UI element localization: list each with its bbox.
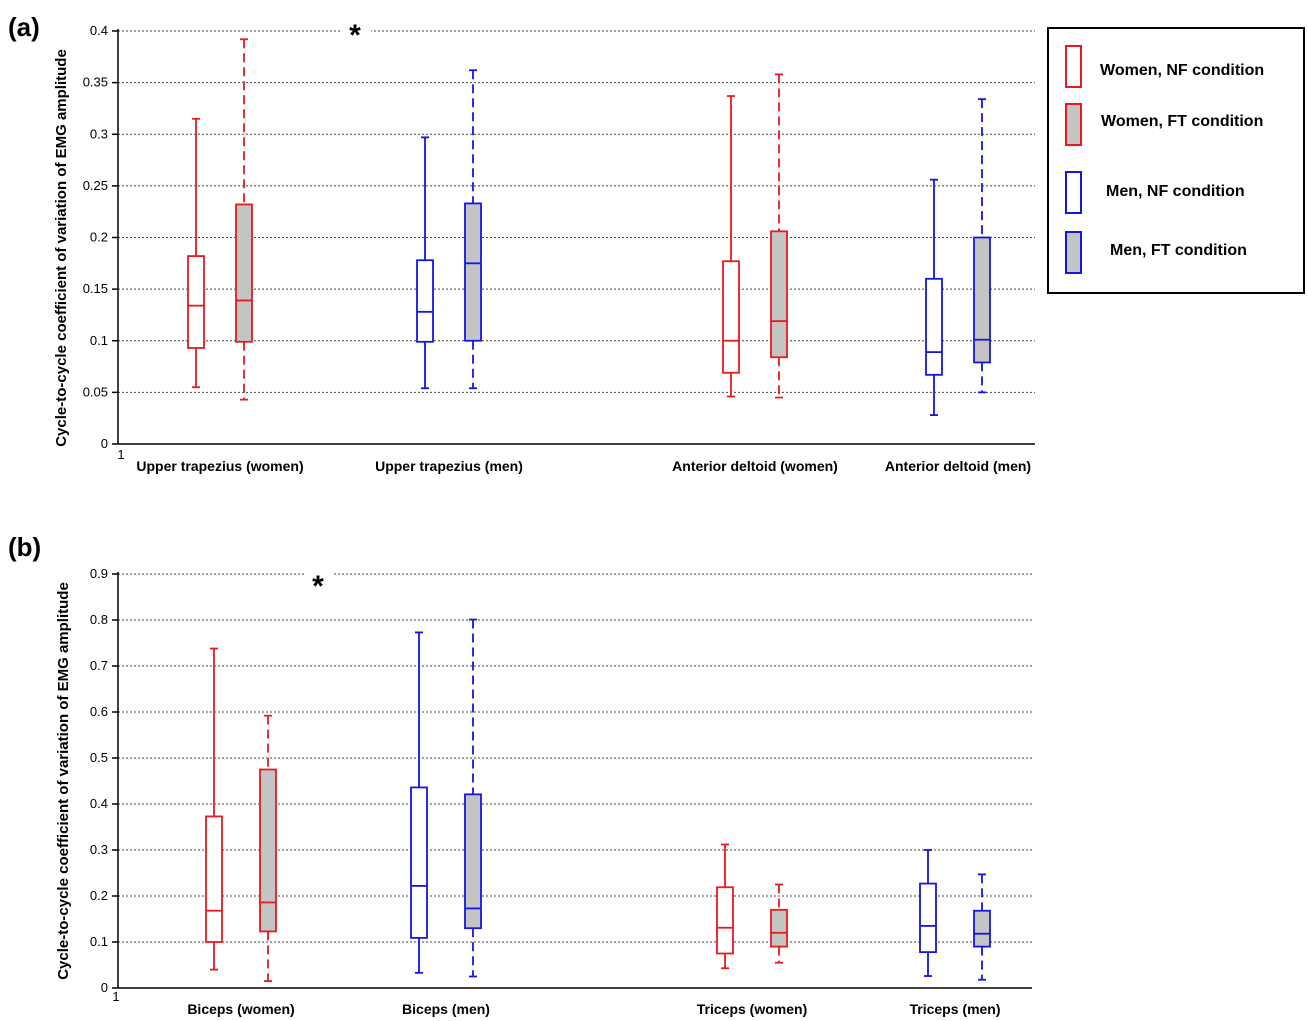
box-iqr <box>973 236 991 364</box>
legend: Women, NF condition Women, FT condition Me… <box>1047 27 1305 294</box>
category-label: Anterior deltoid (men) <box>885 458 1031 474</box>
box-iqr <box>770 908 788 948</box>
y-tick-label: 0.1 <box>90 934 108 949</box>
category-label: Biceps (women) <box>187 1001 294 1017</box>
annotation-mask <box>341 23 371 39</box>
legend-swatch <box>1065 45 1082 88</box>
y-tick-label: 0.2 <box>90 230 108 245</box>
panel-label: (b) <box>8 532 41 562</box>
category-label: Upper trapezius (men) <box>375 458 523 474</box>
y-tick-label: 0.7 <box>90 658 108 673</box>
box-nf <box>919 849 937 977</box>
box-iqr <box>464 793 482 930</box>
box-iqr <box>187 255 205 349</box>
legend-frame <box>1047 27 1305 294</box>
y-tick-label: 0.1 <box>90 333 108 348</box>
box-iqr <box>464 202 482 342</box>
y-tick-label: 0.9 <box>90 566 108 581</box>
y-tick-label: 0.4 <box>90 23 108 38</box>
category-label: Anterior deltoid (women) <box>672 458 838 474</box>
box-nf <box>410 631 428 974</box>
box-iqr <box>235 203 253 343</box>
box-nf <box>716 843 734 970</box>
y-tick-label: 0.2 <box>90 888 108 903</box>
category-label: Biceps (men) <box>402 1001 490 1017</box>
y-axis-label: Cycle-to-cycle coefficient of variation … <box>55 582 72 980</box>
significance-star: * <box>312 570 324 603</box>
y-tick-label: 0.6 <box>90 704 108 719</box>
legend-swatch <box>1065 231 1082 274</box>
y-tick-label: 0.8 <box>90 612 108 627</box>
box-ft <box>259 714 277 982</box>
box-ft <box>770 73 788 399</box>
box-iqr <box>410 786 428 939</box>
box-ft <box>973 873 991 981</box>
box-nf <box>925 178 943 416</box>
box-iqr <box>205 815 223 943</box>
box-nf <box>416 136 434 390</box>
box-nf <box>187 117 205 389</box>
box-iqr <box>716 886 734 955</box>
box-iqr <box>925 277 943 376</box>
annotation-mask <box>304 566 334 582</box>
box-iqr <box>259 768 277 933</box>
y-tick-label: 0.4 <box>90 796 108 811</box>
box-iqr <box>770 230 788 359</box>
box-ft <box>770 883 788 964</box>
box-iqr <box>973 909 991 948</box>
y-tick-label: 0.05 <box>83 384 108 399</box>
legend-swatch <box>1065 103 1082 146</box>
y-tick-label: 0 <box>101 980 108 995</box>
x-origin-label: 1 <box>112 989 119 1004</box>
panel-a: (a) 0 0.05 0.1 0.15 0.2 0.25 0.3 0.35 0.4 * 1 Cycle-… <box>8 12 1035 474</box>
y-tick-label: 0 <box>101 436 108 451</box>
legend-swatch <box>1065 171 1082 214</box>
category-label: Upper trapezius (women) <box>136 458 303 474</box>
box-nf <box>205 647 223 971</box>
legend-label: Men, NF condition <box>1106 183 1245 200</box>
legend-label: Men, FT condition <box>1110 242 1247 259</box>
y-tick-label: 0.25 <box>83 178 108 193</box>
box-ft <box>464 618 482 978</box>
legend-label: Women, NF condition <box>1100 62 1264 79</box>
x-origin-label: 1 <box>117 447 124 462</box>
box-ft <box>464 69 482 390</box>
box-iqr <box>919 882 937 954</box>
box-nf <box>722 95 740 398</box>
box-ft <box>235 38 253 401</box>
y-tick-label: 0.3 <box>90 842 108 857</box>
category-label: Triceps (men) <box>909 1001 1000 1017</box>
y-tick-label: 0.5 <box>90 750 108 765</box>
y-axis-label: Cycle-to-cycle coefficient of variation … <box>53 49 70 447</box>
panel-b: (b) 0 0.1 0.2 0.3 0.4 0.5 0.6 0.7 0.8 0.9 * 1 Cycle-t… <box>8 532 1032 1017</box>
box-ft <box>973 98 991 394</box>
y-tick-label: 0.15 <box>83 281 108 296</box>
legend-label: Women, FT condition <box>1101 113 1263 130</box>
panel-label: (a) <box>8 12 40 42</box>
significance-star: * <box>349 19 361 52</box>
box-iqr <box>416 259 434 343</box>
box-iqr <box>722 260 740 374</box>
y-tick-label: 0.3 <box>90 126 108 141</box>
y-tick-label: 0.35 <box>83 75 108 90</box>
category-label: Triceps (women) <box>697 1001 807 1017</box>
